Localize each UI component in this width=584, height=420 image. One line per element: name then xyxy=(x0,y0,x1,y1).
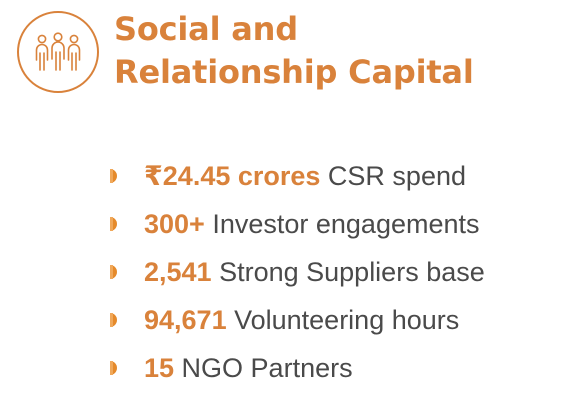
list-item-text: 94,671 Volunteering hours xyxy=(144,296,459,344)
metric-label: Investor engagements xyxy=(204,209,480,239)
bullet-icon xyxy=(110,361,117,375)
metric-value: ₹24.45 crores xyxy=(144,161,321,191)
metric-label: NGO Partners xyxy=(174,353,353,383)
metric-value: 300+ xyxy=(144,209,205,239)
metric-label: Volunteering hours xyxy=(226,305,460,335)
metric-value: 2,541 xyxy=(144,257,212,287)
metric-label: CSR spend xyxy=(320,161,466,191)
list-item-text: 2,541 Strong Suppliers base xyxy=(144,248,485,296)
list-item-text: 15 NGO Partners xyxy=(144,344,353,392)
metric-value: 15 xyxy=(144,353,175,383)
metric-value: 94,671 xyxy=(144,305,227,335)
title-line-1: Social and xyxy=(114,10,298,48)
section-title: Social and Relationship Capital xyxy=(114,8,474,94)
people-group-icon xyxy=(35,32,81,71)
list-item-text: ₹24.45 crores CSR spend xyxy=(144,152,466,200)
bullet-icon xyxy=(110,169,117,183)
list-item-text: 300+ Investor engagements xyxy=(144,200,480,248)
metric-label: Strong Suppliers base xyxy=(211,257,485,287)
bullet-icon xyxy=(110,313,117,327)
bullet-icon xyxy=(110,265,117,279)
title-line-2: Relationship Capital xyxy=(114,53,474,91)
logo-badge xyxy=(17,11,99,93)
bullet-icon xyxy=(110,217,117,231)
